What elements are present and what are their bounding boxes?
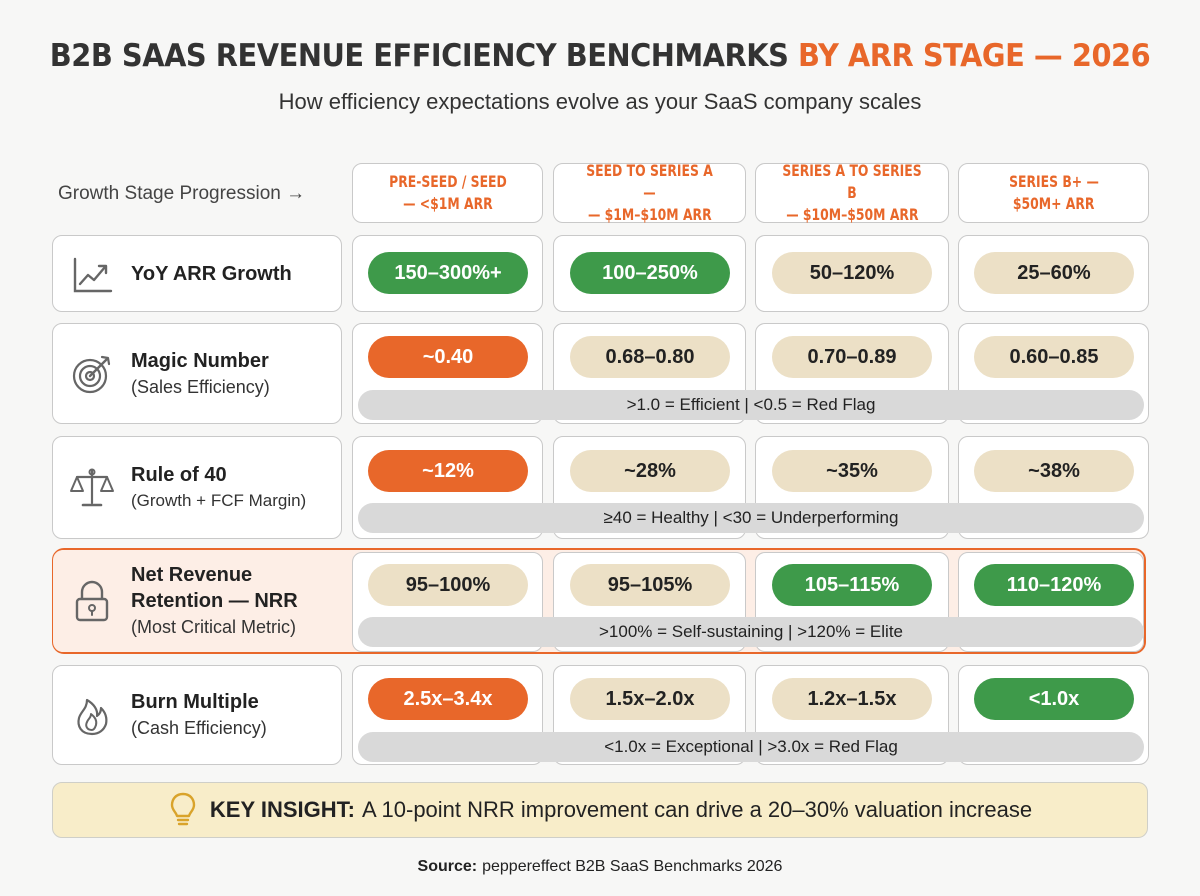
value-pill: 150–300%+ — [368, 252, 528, 294]
value-pill: 25–60% — [974, 252, 1134, 294]
page-subtitle: How efficiency expectations evolve as yo… — [278, 89, 922, 114]
threshold-note: >100% = Self-sustaining | >120% = Elite — [358, 617, 1144, 647]
value-pill: 0.60–0.85 — [974, 336, 1134, 378]
value-pill: 110–120% — [974, 564, 1134, 606]
metric-subtitle: (Most Critical Metric) — [131, 617, 296, 637]
value-pill: 0.70–0.89 — [772, 336, 932, 378]
metric-name: Net Revenue Retention — NRR — [131, 564, 298, 612]
title-main: B2B SAAS REVENUE EFFICIENCY BENCHMARKS — [49, 38, 789, 74]
value-pill: 50–120% — [772, 252, 932, 294]
insight-text: A 10-point NRR improvement can drive a 2… — [361, 797, 1033, 822]
stage-header-line1: SEED TO SERIES A — — [586, 161, 713, 202]
value-pill: 95–105% — [570, 564, 730, 606]
stage-progression-label: Growth Stage Progression → — [58, 183, 306, 204]
stage-header-2: SEED TO SERIES A — — $1M–$10M ARR — [553, 161, 746, 224]
stage-header-line2: — <$1M ARR — [402, 194, 493, 213]
stage-header-line1: SERIES B+ — — [1008, 172, 1099, 191]
value-pill: 1.2x–1.5x — [772, 678, 932, 720]
lightbulb-icon — [170, 792, 196, 826]
stage-header-line1: SERIES A TO SERIES B — [782, 161, 922, 202]
threshold-note: ≥40 = Healthy | <30 = Underperforming — [358, 503, 1144, 533]
source-text: peppereffect B2B SaaS Benchmarks 2026 — [482, 858, 783, 875]
flame-icon — [77, 698, 108, 736]
stage-header-line2: — $10M–$50M ARR — [785, 205, 919, 224]
value-pill: 105–115% — [772, 564, 932, 606]
threshold-note: <1.0x = Exceptional | >3.0x = Red Flag — [358, 732, 1144, 762]
threshold-note: >1.0 = Efficient | <0.5 = Red Flag — [358, 390, 1144, 420]
metric-subtitle: (Sales Efficiency) — [131, 376, 270, 397]
insight-label: KEY INSIGHT: — [209, 797, 355, 822]
value-pill: 2.5x–3.4x — [368, 678, 528, 720]
metric-label-yoy-arr-growth: YoY ARR Growth — [52, 235, 342, 312]
scale-icon — [70, 468, 114, 506]
page-title: B2B SAAS REVENUE EFFICIENCY BENCHMARKS B… — [42, 38, 1158, 74]
value-pill: ~35% — [772, 450, 932, 492]
value-pill: ~38% — [974, 450, 1134, 492]
metric-label-burn-multiple: Burn Multiple (Cash Efficiency) — [52, 665, 342, 765]
line-chart-icon — [73, 257, 113, 292]
value-pill: 100–250% — [570, 252, 730, 294]
metric-subtitle: (Growth + FCF Margin) — [131, 490, 307, 510]
metric-subtitle: (Cash Efficiency) — [131, 718, 267, 738]
target-icon — [72, 355, 111, 393]
metric-label-rule-of-40: Rule of 40 (Growth + FCF Margin) — [52, 436, 342, 539]
source-label: Source: — [417, 858, 478, 875]
stage-header-line2: $50M+ ARR — [1012, 194, 1095, 213]
value-pill: ~12% — [368, 450, 528, 492]
value-pill: <1.0x — [974, 678, 1134, 720]
value-pill: ~0.40 — [368, 336, 528, 378]
metric-label-magic-number: Magic Number (Sales Efficiency) — [52, 323, 342, 424]
metric-name: Magic Number — [131, 349, 269, 372]
stage-header-line1: PRE-SEED / SEED — [388, 172, 507, 191]
metric-name: Burn Multiple — [131, 691, 259, 713]
metric-label-nrr: Net Revenue Retention — NRR (Most Critic… — [53, 550, 343, 652]
stage-header-line2: — $1M–$10M ARR — [587, 205, 712, 224]
value-pill: 1.5x–2.0x — [570, 678, 730, 720]
lock-icon — [75, 580, 109, 622]
stage-header-1: PRE-SEED / SEED — <$1M ARR — [352, 163, 543, 223]
stage-header-3: SERIES A TO SERIES B — $10M–$50M ARR — [755, 161, 949, 224]
metric-name: Rule of 40 — [131, 463, 227, 486]
source-line: Source: peppereffect B2B SaaS Benchmarks … — [0, 858, 1200, 876]
key-insight-banner: KEY INSIGHT: A 10-point NRR improvement … — [52, 782, 1148, 838]
metric-name: YoY ARR Growth — [131, 262, 292, 285]
value-pill: 0.68–0.80 — [570, 336, 730, 378]
value-pill: ~28% — [570, 450, 730, 492]
stage-header-4: SERIES B+ — $50M+ ARR — [958, 163, 1149, 223]
title-accent: BY ARR STAGE — 2026 — [798, 38, 1151, 74]
value-pill: 95–100% — [368, 564, 528, 606]
